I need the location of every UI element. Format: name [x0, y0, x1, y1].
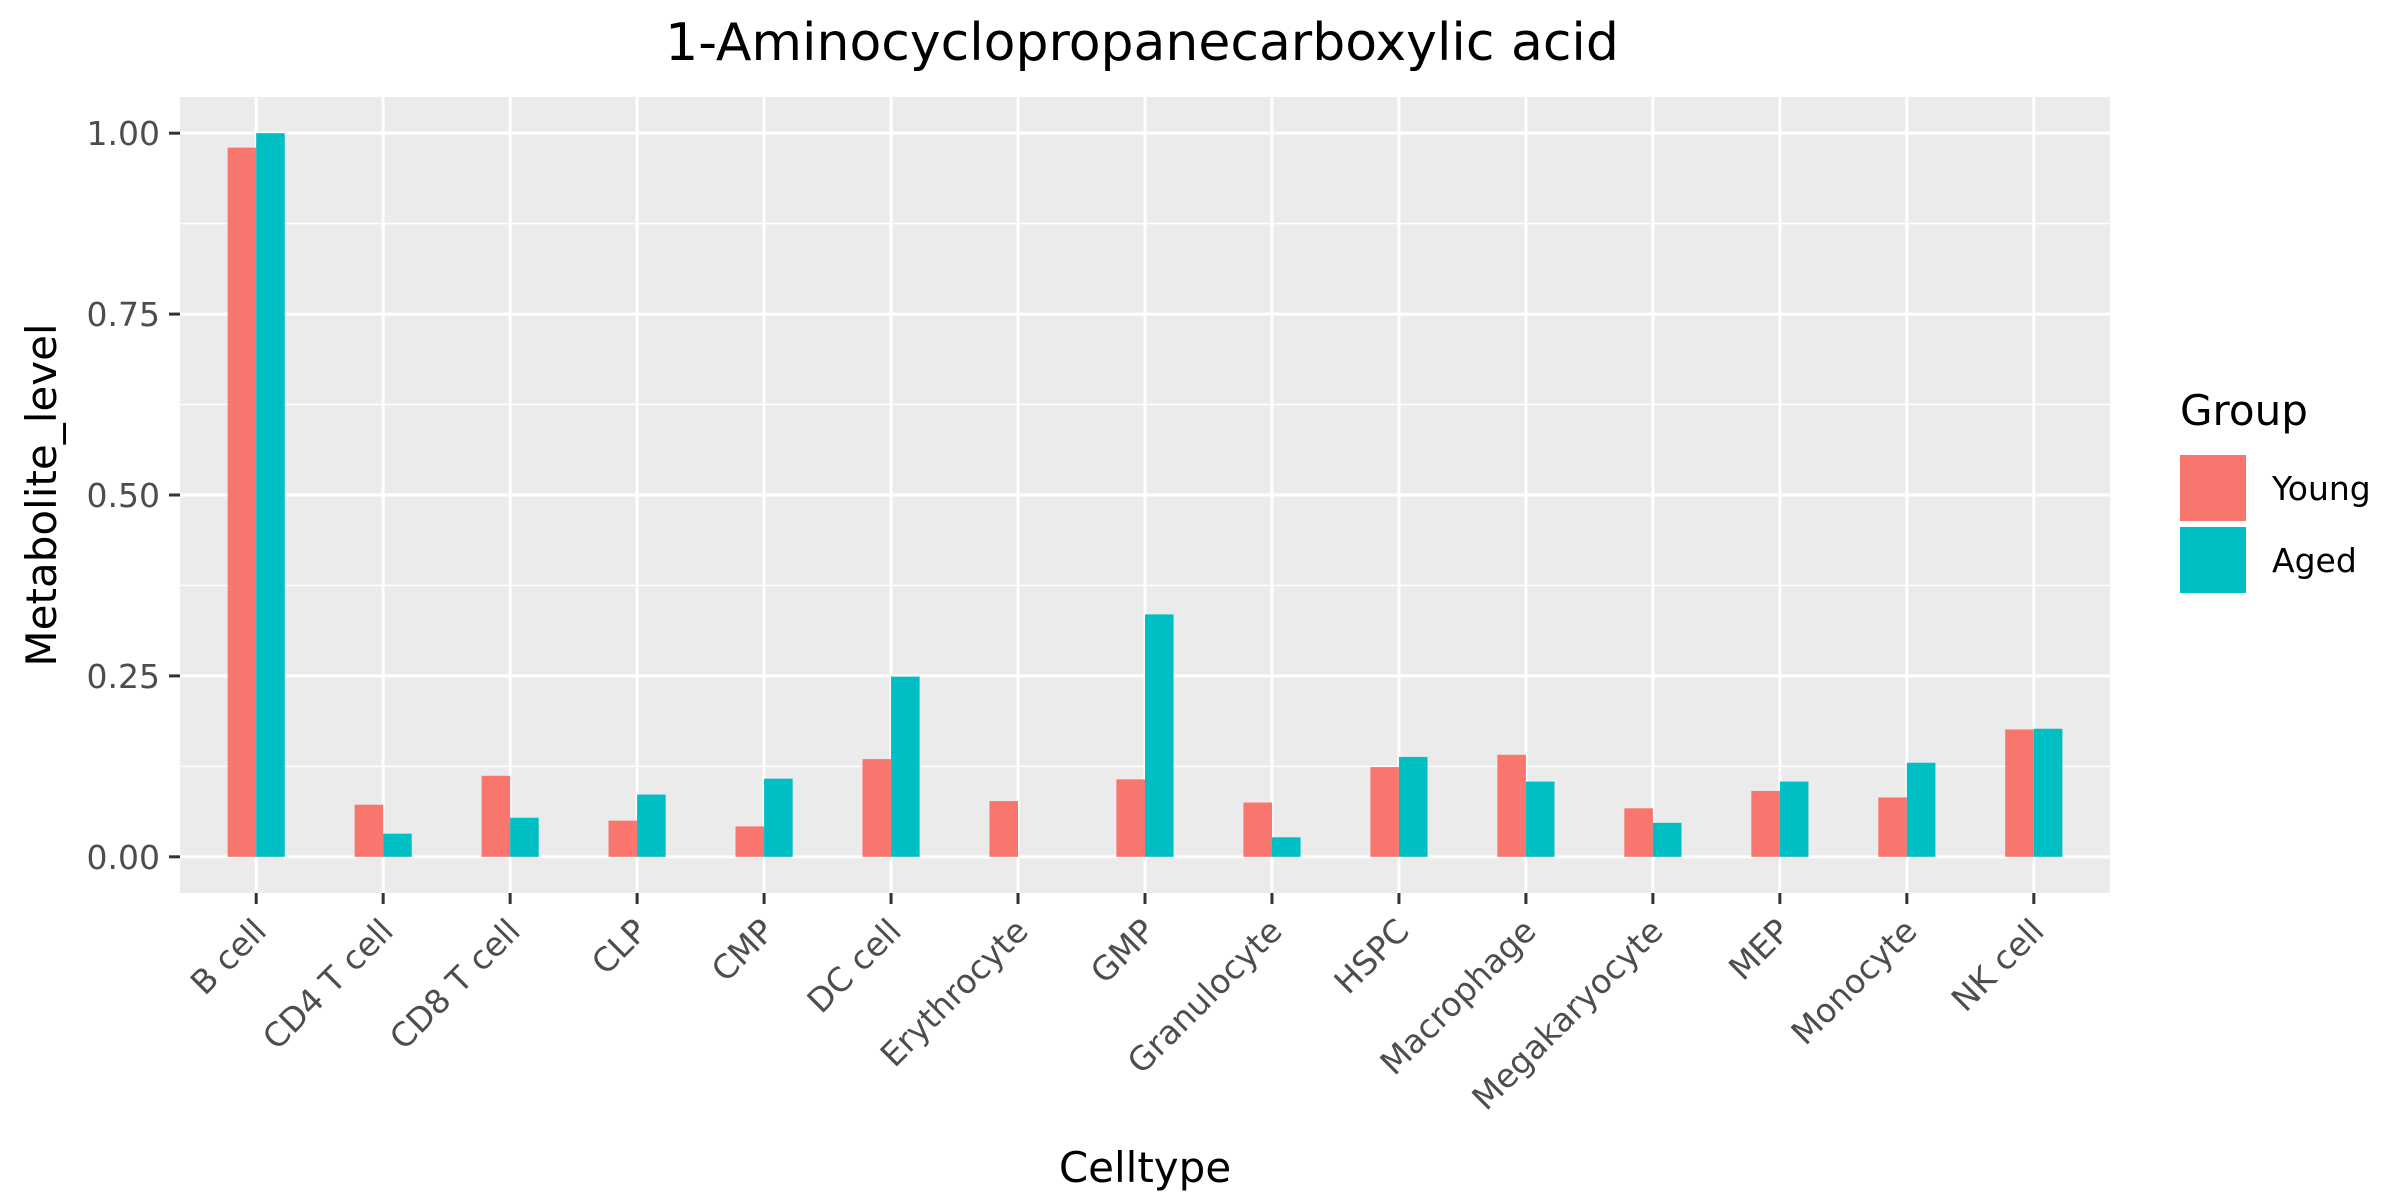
- bar-young: [735, 826, 765, 857]
- bar-young: [227, 147, 257, 857]
- bar-young: [481, 775, 511, 857]
- bar-aged: [764, 778, 793, 857]
- y-axis-title: Metabolite_level: [17, 323, 66, 666]
- bar-aged: [383, 833, 412, 857]
- bar-young: [354, 804, 384, 857]
- bar-aged: [637, 794, 666, 857]
- bar-aged: [1525, 781, 1555, 857]
- bar-young: [1624, 808, 1653, 857]
- bar-aged: [510, 817, 539, 857]
- bar-aged: [1398, 756, 1428, 857]
- bar-young: [1497, 754, 1526, 857]
- bar-young: [989, 801, 1019, 857]
- bar-aged: [1906, 762, 1936, 857]
- bar-young: [608, 820, 638, 857]
- y-tick-label: 0.25: [87, 657, 160, 696]
- y-axis: 0.00 0.25 0.50 0.75 1.00: [87, 114, 180, 877]
- bar-aged: [1779, 781, 1809, 857]
- bar-young: [1243, 802, 1272, 857]
- bar-aged: [1271, 837, 1301, 857]
- bar-aged: [256, 133, 285, 857]
- bar-young: [1116, 779, 1145, 857]
- bar-aged: [1652, 822, 1682, 857]
- bar-young: [1751, 790, 1780, 857]
- legend-title: Group: [2180, 386, 2308, 435]
- chart-title: 1-Aminocyclopropanecarboxylic acid: [665, 13, 1619, 73]
- bar-young: [862, 759, 892, 857]
- legend-label-aged: Aged: [2272, 541, 2357, 580]
- bar-young: [2005, 729, 2034, 857]
- y-tick-label: 0.00: [87, 838, 160, 877]
- bars: [227, 133, 2063, 857]
- y-tick-label: 0.75: [87, 295, 160, 334]
- legend-key-young: [2180, 455, 2246, 521]
- y-tick-label: 0.50: [87, 476, 160, 515]
- bar-aged: [1145, 614, 1174, 857]
- bar-young: [1370, 767, 1399, 857]
- legend: Group Young Aged: [2180, 386, 2371, 593]
- bar-aged: [891, 676, 920, 857]
- legend-label-young: Young: [2271, 469, 2371, 508]
- legend-key-aged: [2180, 527, 2246, 593]
- bar-young: [1878, 797, 1907, 857]
- y-tick-label: 1.00: [87, 114, 160, 153]
- x-axis-title: Celltype: [1059, 1143, 1231, 1192]
- bar-aged: [2033, 728, 2063, 857]
